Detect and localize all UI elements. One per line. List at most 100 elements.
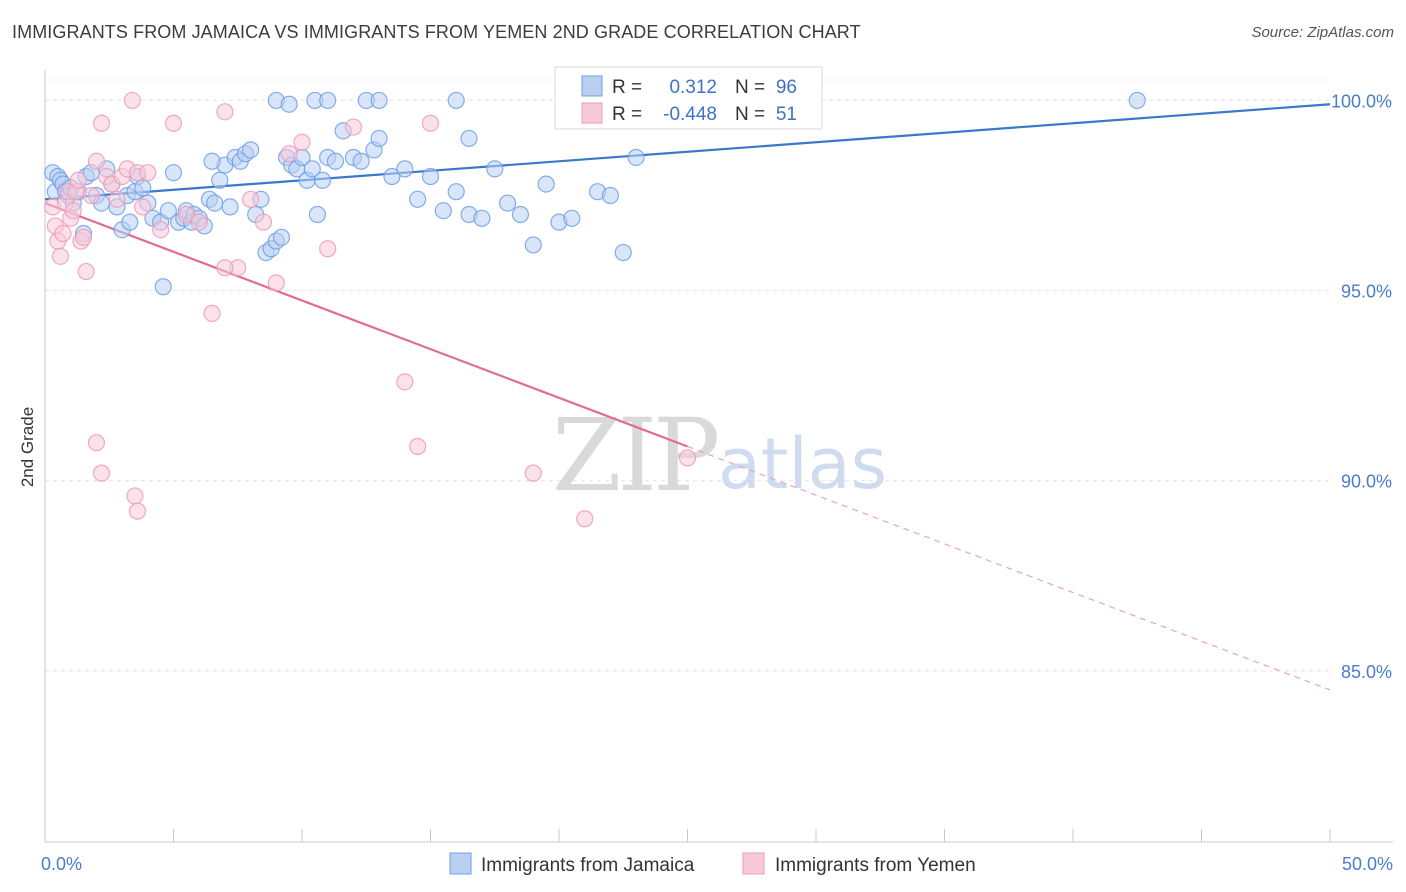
trend-line-yemen-extension (687, 445, 1331, 691)
point-jamaica (396, 160, 414, 178)
point-jamaica (164, 164, 183, 182)
point-jamaica (352, 152, 370, 170)
point-jamaica (303, 160, 321, 178)
stats-n-value-yemen: 51 (776, 104, 797, 125)
point-yemen (177, 205, 195, 224)
point-yemen (293, 133, 311, 151)
y-tick-labels: 100.0% 95.0% 90.0% 85.0% (1331, 91, 1392, 681)
point-jamaica (121, 213, 139, 231)
point-jamaica (370, 91, 388, 110)
point-yemen (92, 114, 111, 132)
point-yemen (134, 198, 152, 216)
point-yemen (74, 228, 93, 246)
trend-line-jamaica (44, 103, 1331, 201)
trend-lines (44, 103, 1331, 691)
point-jamaica (159, 202, 177, 220)
watermark: ZIP atlas (552, 397, 887, 514)
point-yemen (87, 434, 106, 452)
stats-n-value-jamaica: 96 (776, 77, 797, 98)
legend: Immigrants from Jamaica Immigrants from … (449, 852, 976, 876)
point-yemen (421, 114, 440, 132)
point-jamaica (326, 152, 345, 170)
point-yemen (678, 449, 697, 467)
point-jamaica (447, 91, 465, 110)
point-yemen (64, 202, 82, 220)
point-jamaica (524, 236, 542, 254)
point-yemen (51, 247, 70, 265)
x-tick-labels: 0.0% 50.0% (41, 854, 1393, 874)
point-yemen (190, 213, 208, 231)
point-jamaica (473, 209, 491, 227)
point-yemen (92, 464, 111, 482)
point-jamaica (134, 179, 152, 197)
stats-swatch-yemen (581, 102, 603, 124)
point-jamaica (280, 95, 298, 113)
point-jamaica (203, 152, 221, 170)
point-jamaica (313, 171, 332, 189)
point-jamaica (154, 278, 172, 296)
point-yemen (203, 304, 221, 322)
point-jamaica (537, 175, 555, 193)
point-jamaica (614, 243, 632, 262)
point-yemen (69, 171, 88, 189)
stats-legend: R = 0.312 N = 96 R = -0.448 N = 51 (554, 66, 823, 130)
y-tick-label: 85.0% (1341, 662, 1392, 682)
x-tick-label-min: 0.0% (41, 854, 82, 874)
point-jamaica (601, 186, 620, 205)
point-jamaica (511, 205, 530, 224)
point-yemen (126, 487, 144, 505)
y-tick-label: 90.0% (1341, 472, 1392, 492)
y-tick-label: 95.0% (1341, 282, 1392, 302)
point-yemen (396, 373, 414, 391)
legend-swatch-jamaica (449, 852, 472, 875)
point-yemen (77, 262, 95, 281)
stats-r-value-jamaica: 0.312 (669, 77, 717, 98)
y-axis-title: 2nd Grade (18, 407, 37, 487)
point-jamaica (370, 129, 388, 148)
point-yemen (254, 213, 273, 231)
point-jamaica (308, 205, 327, 224)
chart-title: IMMIGRANTS FROM JAMAICA VS IMMIGRANTS FR… (12, 22, 861, 42)
point-jamaica (221, 198, 239, 216)
point-yemen (319, 240, 337, 258)
point-yemen (409, 437, 427, 456)
point-jamaica (242, 141, 260, 159)
point-jamaica (319, 91, 337, 110)
point-yemen (139, 164, 157, 182)
stats-r-label-yemen: R = (612, 104, 642, 125)
stats-n-label-jamaica: N = (735, 77, 765, 98)
x-tick-label-max: 50.0% (1342, 854, 1393, 874)
watermark-atlas: atlas (718, 423, 887, 505)
point-jamaica (211, 171, 229, 189)
point-yemen (164, 114, 183, 132)
data-points (44, 91, 1146, 528)
stats-swatch-jamaica (581, 75, 603, 97)
point-jamaica (206, 194, 224, 212)
point-yemen (108, 190, 126, 208)
point-jamaica (627, 148, 645, 167)
point-yemen (524, 464, 542, 482)
point-jamaica (409, 190, 427, 208)
legend-label-jamaica: Immigrants from Jamaica (481, 855, 695, 876)
point-jamaica (447, 183, 465, 201)
point-jamaica (434, 202, 452, 220)
chart-source: Source: ZipAtlas.com (1251, 24, 1394, 41)
point-yemen (123, 91, 141, 110)
point-yemen (344, 118, 362, 136)
point-yemen (242, 190, 260, 208)
point-yemen (216, 259, 234, 277)
point-yemen (280, 145, 298, 163)
point-yemen (128, 502, 147, 520)
y-tick-label: 100.0% (1331, 91, 1392, 111)
stats-n-label-yemen: N = (735, 104, 765, 125)
point-jamaica (486, 160, 504, 178)
point-jamaica (272, 228, 291, 246)
point-yemen (87, 152, 106, 170)
point-jamaica (383, 167, 401, 186)
legend-label-yemen: Immigrants from Yemen (775, 855, 976, 876)
point-jamaica (563, 209, 581, 227)
legend-swatch-yemen (742, 852, 765, 875)
stats-r-value-yemen: -0.448 (663, 104, 717, 125)
point-jamaica (499, 194, 517, 212)
point-yemen (216, 103, 234, 121)
